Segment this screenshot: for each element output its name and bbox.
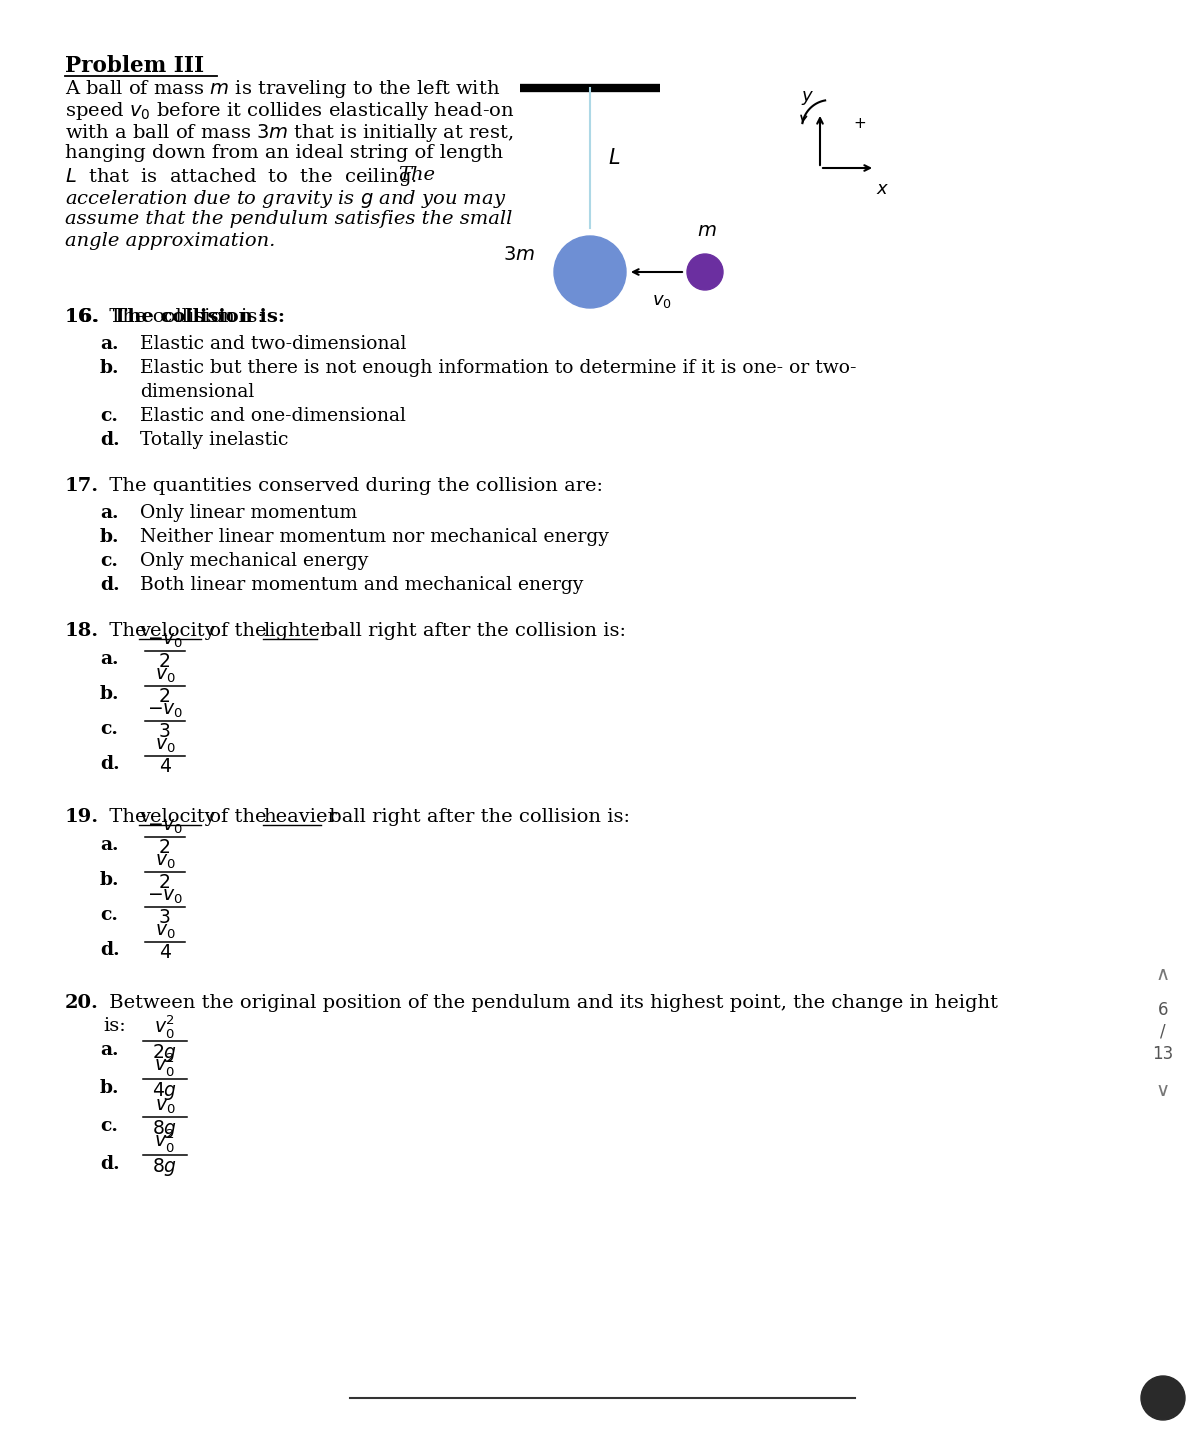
Text: 16.: 16. xyxy=(65,307,100,326)
Text: Only mechanical energy: Only mechanical energy xyxy=(140,552,368,571)
Text: 17.: 17. xyxy=(65,478,100,495)
Text: 3: 3 xyxy=(160,908,170,927)
Text: Elastic and two-dimensional: Elastic and two-dimensional xyxy=(140,335,407,353)
Text: ball right after the collision is:: ball right after the collision is: xyxy=(319,622,626,641)
Text: Neither linear momentum nor mechanical energy: Neither linear momentum nor mechanical e… xyxy=(140,528,608,546)
Text: The: The xyxy=(103,808,152,827)
Text: velocity: velocity xyxy=(139,808,216,827)
Text: a.: a. xyxy=(100,837,119,854)
Text: is:: is: xyxy=(103,1017,126,1035)
Text: 20.: 20. xyxy=(65,994,98,1012)
Text: a.: a. xyxy=(100,503,119,522)
Circle shape xyxy=(554,236,626,307)
Text: 2: 2 xyxy=(160,872,170,892)
Text: ball right after the collision is:: ball right after the collision is: xyxy=(323,808,630,827)
Text: $L$: $L$ xyxy=(608,147,620,167)
Text: lighter: lighter xyxy=(263,622,329,641)
Text: d.: d. xyxy=(100,1155,120,1173)
Text: c.: c. xyxy=(100,408,118,425)
Text: a.: a. xyxy=(100,651,119,668)
Text: 2: 2 xyxy=(160,838,170,857)
Text: ∨: ∨ xyxy=(1156,1081,1170,1100)
Text: $-v_0$: $-v_0$ xyxy=(146,887,184,907)
Text: $v_0$: $v_0$ xyxy=(155,736,175,755)
Text: $v_0^2$: $v_0^2$ xyxy=(155,1051,175,1078)
Text: c.: c. xyxy=(100,719,118,738)
Text: Totally inelastic: Totally inelastic xyxy=(140,430,288,449)
Text: angle approximation.: angle approximation. xyxy=(65,232,275,250)
Text: A ball of mass $m$ is traveling to the left with: A ball of mass $m$ is traveling to the l… xyxy=(65,79,500,100)
Text: d.: d. xyxy=(100,755,120,774)
Text: Only linear momentum: Only linear momentum xyxy=(140,503,358,522)
Text: 4: 4 xyxy=(158,756,172,776)
Text: $+$: $+$ xyxy=(853,116,866,130)
Text: $L$  that  is  attached  to  the  ceiling.: $L$ that is attached to the ceiling. xyxy=(65,166,425,187)
Text: $v_0$: $v_0$ xyxy=(155,666,175,685)
Text: of the: of the xyxy=(203,808,272,827)
Text: The: The xyxy=(398,166,436,184)
Text: 2: 2 xyxy=(160,652,170,671)
Text: c.: c. xyxy=(100,552,118,571)
Text: dimensional: dimensional xyxy=(140,383,254,400)
Text: a.: a. xyxy=(100,1041,119,1060)
Text: 13: 13 xyxy=(1152,1045,1174,1062)
Text: $v_0$: $v_0$ xyxy=(155,1097,175,1115)
Text: 18.: 18. xyxy=(65,622,100,641)
Circle shape xyxy=(1141,1376,1186,1420)
Text: 6: 6 xyxy=(1158,1001,1169,1020)
Text: of the: of the xyxy=(203,622,272,641)
Text: acceleration due to gravity is $g$ and you may: acceleration due to gravity is $g$ and y… xyxy=(65,187,506,210)
Text: $4g$: $4g$ xyxy=(152,1080,178,1103)
Text: b.: b. xyxy=(100,685,120,704)
Text: $v_0^2$: $v_0^2$ xyxy=(155,1012,175,1040)
Text: $m$: $m$ xyxy=(697,220,716,239)
Text: $2g$: $2g$ xyxy=(152,1042,178,1064)
Text: with a ball of mass $3m$ that is initially at rest,: with a ball of mass $3m$ that is initial… xyxy=(65,122,514,144)
Text: $x$: $x$ xyxy=(876,180,889,197)
Text: $v_0$: $v_0$ xyxy=(652,292,672,310)
Text: d.: d. xyxy=(100,941,120,960)
Text: b.: b. xyxy=(100,1080,120,1097)
Text: b.: b. xyxy=(100,871,120,889)
Text: d.: d. xyxy=(100,430,120,449)
Text: $v_0$: $v_0$ xyxy=(155,922,175,941)
Text: Elastic and one-dimensional: Elastic and one-dimensional xyxy=(140,408,406,425)
Text: $-v_0$: $-v_0$ xyxy=(146,817,184,837)
Text: heavier: heavier xyxy=(263,808,337,827)
Text: speed $v_0$ before it collides elastically head-on: speed $v_0$ before it collides elastical… xyxy=(65,100,515,122)
Text: b.: b. xyxy=(100,528,120,546)
Text: c.: c. xyxy=(100,1117,118,1135)
Text: $3m$: $3m$ xyxy=(503,245,535,263)
Text: assume that the pendulum satisfies the small: assume that the pendulum satisfies the s… xyxy=(65,210,512,227)
Text: a.: a. xyxy=(100,335,119,353)
Text: The: The xyxy=(103,622,152,641)
Text: /: / xyxy=(1160,1022,1166,1041)
Text: $v_0$: $v_0$ xyxy=(155,852,175,871)
Text: +: + xyxy=(1153,1386,1172,1410)
Text: The quantities conserved during the collision are:: The quantities conserved during the coll… xyxy=(103,478,604,495)
Text: ∧: ∧ xyxy=(1156,965,1170,984)
Text: 19.: 19. xyxy=(65,808,100,827)
Circle shape xyxy=(686,255,722,290)
Text: d.: d. xyxy=(100,576,120,593)
Text: Elastic but there is not enough information to determine if it is one- or two-: Elastic but there is not enough informat… xyxy=(140,359,857,378)
Text: 16.  The collision is:: 16. The collision is: xyxy=(65,307,286,326)
Text: $v_0^2$: $v_0^2$ xyxy=(155,1127,175,1154)
Text: $y$: $y$ xyxy=(802,89,815,107)
Text: The collision is:: The collision is: xyxy=(103,307,264,326)
Text: Between the original position of the pendulum and its highest point, the change : Between the original position of the pen… xyxy=(103,994,998,1012)
Text: b.: b. xyxy=(100,359,120,378)
Text: Both linear momentum and mechanical energy: Both linear momentum and mechanical ener… xyxy=(140,576,583,593)
Text: 4: 4 xyxy=(158,942,172,962)
Text: $-v_0$: $-v_0$ xyxy=(146,701,184,719)
Text: Problem III: Problem III xyxy=(65,54,204,77)
Text: $-v_0$: $-v_0$ xyxy=(146,631,184,651)
Text: velocity: velocity xyxy=(139,622,216,641)
Text: 3: 3 xyxy=(160,722,170,741)
Text: c.: c. xyxy=(100,907,118,924)
Text: $8g$: $8g$ xyxy=(152,1118,178,1140)
Text: hanging down from an ideal string of length: hanging down from an ideal string of len… xyxy=(65,144,503,162)
Text: 2: 2 xyxy=(160,686,170,706)
Text: $8g$: $8g$ xyxy=(152,1155,178,1178)
